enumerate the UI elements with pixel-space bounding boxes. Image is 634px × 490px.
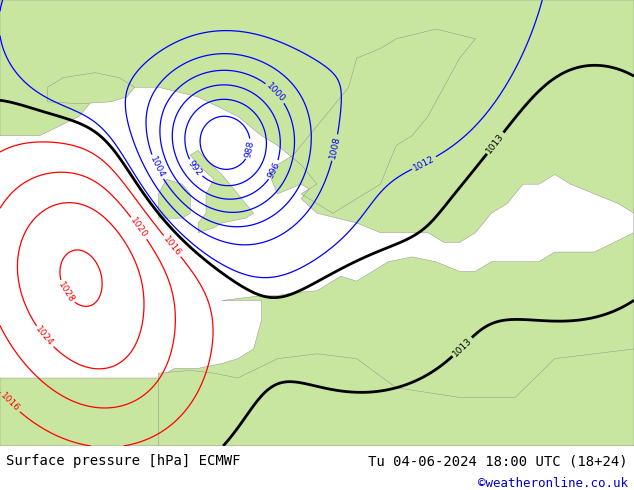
Text: 1028: 1028 (56, 280, 75, 304)
Text: Surface pressure [hPa] ECMWF: Surface pressure [hPa] ECMWF (6, 454, 241, 468)
Text: 1020: 1020 (129, 216, 149, 240)
Polygon shape (158, 179, 190, 218)
Text: 1016: 1016 (0, 392, 21, 414)
Text: 1024: 1024 (34, 325, 55, 348)
Text: 1008: 1008 (328, 135, 342, 160)
Text: 996: 996 (266, 160, 282, 180)
Text: 992: 992 (186, 159, 204, 178)
Polygon shape (48, 73, 134, 104)
Text: 988: 988 (243, 140, 256, 158)
Text: 1012: 1012 (412, 154, 436, 172)
Text: Tu 04-06-2024 18:00 UTC (18+24): Tu 04-06-2024 18:00 UTC (18+24) (368, 454, 628, 468)
Text: 1013: 1013 (484, 131, 506, 155)
Text: 1000: 1000 (264, 81, 287, 104)
Polygon shape (190, 150, 254, 233)
Polygon shape (0, 0, 634, 446)
Text: 1004: 1004 (148, 155, 166, 179)
Text: 1013: 1013 (451, 336, 474, 358)
Text: ©weatheronline.co.uk: ©weatheronline.co.uk (477, 477, 628, 490)
Text: 1016: 1016 (162, 234, 183, 258)
Polygon shape (158, 349, 634, 446)
